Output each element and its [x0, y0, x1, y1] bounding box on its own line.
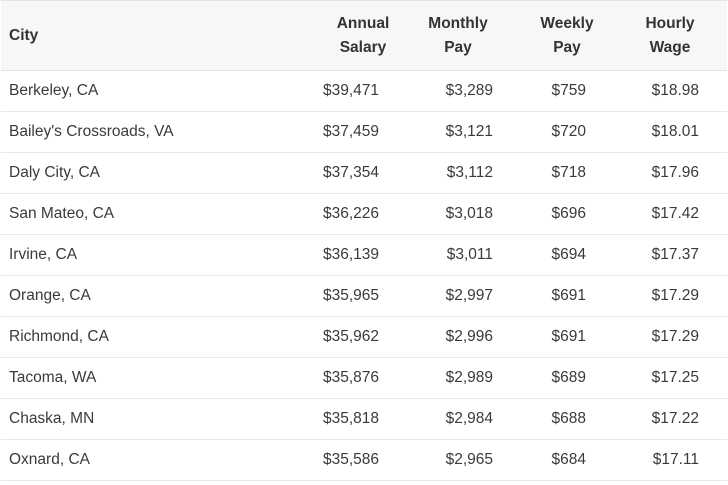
- cell-hourly-wage: $17.22: [651, 410, 699, 427]
- cell-monthly-pay: $2,965: [445, 451, 493, 468]
- header-monthly-pay-label: Monthly Pay: [428, 14, 488, 56]
- header-city[interactable]: City: [1, 1, 299, 70]
- header-annual-salary[interactable]: Annual Salary: [299, 1, 403, 70]
- cell-monthly-pay: $3,018: [445, 205, 493, 222]
- table-row: San Mateo, CA $36,226 $3,018 $696 $17.42: [1, 194, 727, 235]
- header-weekly-pay-label: Weekly Pay: [540, 14, 594, 56]
- cell-annual-salary: $35,965: [322, 287, 379, 304]
- cell-weekly-pay: $689: [551, 369, 586, 386]
- cell-annual-salary: $35,876: [322, 369, 379, 386]
- cell-city: Oxnard, CA: [9, 451, 90, 468]
- cell-hourly-wage: $17.29: [651, 287, 699, 304]
- cell-weekly-pay: $691: [551, 287, 586, 304]
- table-row: Berkeley, CA $39,471 $3,289 $759 $18.98: [1, 71, 727, 112]
- header-weekly-pay[interactable]: Weekly Pay: [513, 1, 621, 70]
- cell-annual-salary: $35,962: [322, 328, 379, 345]
- cell-city: Daly City, CA: [9, 164, 101, 181]
- table-row: Oxnard, CA $35,586 $2,965 $684 $17.11: [1, 440, 727, 481]
- cell-city: Tacoma, WA: [9, 369, 97, 386]
- cell-hourly-wage: $17.96: [651, 164, 699, 181]
- table-row: Richmond, CA $35,962 $2,996 $691 $17.29: [1, 317, 727, 358]
- cell-annual-salary: $36,226: [322, 205, 379, 222]
- cell-weekly-pay: $684: [551, 451, 586, 468]
- header-hourly-wage[interactable]: Hourly Wage: [621, 1, 719, 70]
- cell-city: Berkeley, CA: [9, 82, 99, 99]
- cell-city: Orange, CA: [9, 287, 91, 304]
- cell-weekly-pay: $688: [551, 410, 586, 427]
- table-row: Irvine, CA $36,139 $3,011 $694 $17.37: [1, 235, 727, 276]
- cell-annual-salary: $35,586: [322, 451, 379, 468]
- cell-hourly-wage: $17.11: [652, 451, 699, 468]
- cell-weekly-pay: $759: [551, 82, 586, 99]
- header-annual-salary-label: Annual Salary: [336, 14, 390, 56]
- cell-hourly-wage: $18.98: [651, 82, 699, 99]
- cell-monthly-pay: $3,289: [445, 82, 493, 99]
- cell-annual-salary: $37,459: [322, 123, 379, 140]
- cell-hourly-wage: $17.37: [651, 246, 699, 263]
- cell-weekly-pay: $720: [551, 123, 586, 140]
- cell-city: Chaska, MN: [9, 410, 95, 427]
- cell-monthly-pay: $2,996: [445, 328, 493, 345]
- table-row: Bailey's Crossroads, VA $37,459 $3,121 $…: [1, 112, 727, 153]
- cell-annual-salary: $36,139: [322, 246, 379, 263]
- cell-monthly-pay: $2,989: [445, 369, 493, 386]
- header-hourly-wage-label: Hourly Wage: [645, 14, 695, 56]
- cell-monthly-pay: $2,984: [445, 410, 493, 427]
- cell-hourly-wage: $17.42: [651, 205, 699, 222]
- cell-weekly-pay: $696: [551, 205, 586, 222]
- table-header-row: City Annual Salary Monthly Pay Weekly Pa…: [1, 0, 727, 71]
- cell-monthly-pay: $2,997: [445, 287, 493, 304]
- cell-weekly-pay: $718: [551, 164, 586, 181]
- table-row: Tacoma, WA $35,876 $2,989 $689 $17.25: [1, 358, 727, 399]
- cell-city: Richmond, CA: [9, 328, 109, 345]
- cell-hourly-wage: $18.01: [651, 123, 699, 140]
- table-row: Orange, CA $35,965 $2,997 $691 $17.29: [1, 276, 727, 317]
- cell-weekly-pay: $694: [551, 246, 586, 263]
- header-monthly-pay[interactable]: Monthly Pay: [403, 1, 513, 70]
- cell-city: Irvine, CA: [9, 246, 78, 263]
- cell-hourly-wage: $17.29: [651, 328, 699, 345]
- cell-hourly-wage: $17.25: [651, 369, 699, 386]
- cell-city: San Mateo, CA: [9, 205, 115, 222]
- cell-city: Bailey's Crossroads, VA: [9, 123, 174, 140]
- cell-monthly-pay: $3,112: [446, 164, 493, 181]
- cell-annual-salary: $35,818: [322, 410, 379, 427]
- table-row: Daly City, CA $37,354 $3,112 $718 $17.96: [1, 153, 727, 194]
- cell-annual-salary: $37,354: [322, 164, 379, 181]
- table-row: Chaska, MN $35,818 $2,984 $688 $17.22: [1, 399, 727, 440]
- cell-monthly-pay: $3,011: [446, 246, 493, 263]
- cell-annual-salary: $39,471: [322, 82, 379, 99]
- cell-monthly-pay: $3,121: [445, 123, 493, 140]
- cell-weekly-pay: $691: [551, 328, 586, 345]
- header-city-label: City: [9, 26, 39, 44]
